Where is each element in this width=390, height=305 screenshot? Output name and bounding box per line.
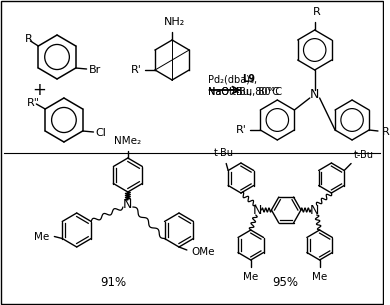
Text: NaO’t-Bu, 80°C: NaO’t-Bu, 80°C [209,87,283,97]
Text: +: + [32,81,46,99]
Text: 91%: 91% [100,277,126,289]
Text: R': R' [130,65,141,75]
Text: N: N [310,203,319,217]
Text: Me: Me [34,231,50,242]
Text: N: N [123,199,133,211]
Text: NaOt-Bu, 80°C: NaOt-Bu, 80°C [209,87,280,97]
Text: OMe: OMe [192,247,215,257]
Text: L9: L9 [242,74,255,84]
Text: NMe₂: NMe₂ [114,136,142,146]
Text: t-Bu: t-Bu [214,149,234,159]
Text: Me: Me [243,272,259,282]
Text: t-Bu: t-Bu [354,150,374,160]
Text: N: N [253,203,262,217]
Text: R: R [25,34,32,44]
Text: NH₂: NH₂ [163,17,185,27]
Text: R": R" [27,98,40,108]
Text: R: R [382,127,390,137]
Text: 95%: 95% [272,277,298,289]
Text: Br: Br [89,65,101,75]
Text: Pd₂(dba)₃,: Pd₂(dba)₃, [209,74,261,84]
Text: N: N [310,88,319,102]
Text: Cl: Cl [96,128,106,138]
Text: R': R' [236,125,246,135]
Text: R: R [313,7,321,17]
Text: Me: Me [312,272,327,282]
